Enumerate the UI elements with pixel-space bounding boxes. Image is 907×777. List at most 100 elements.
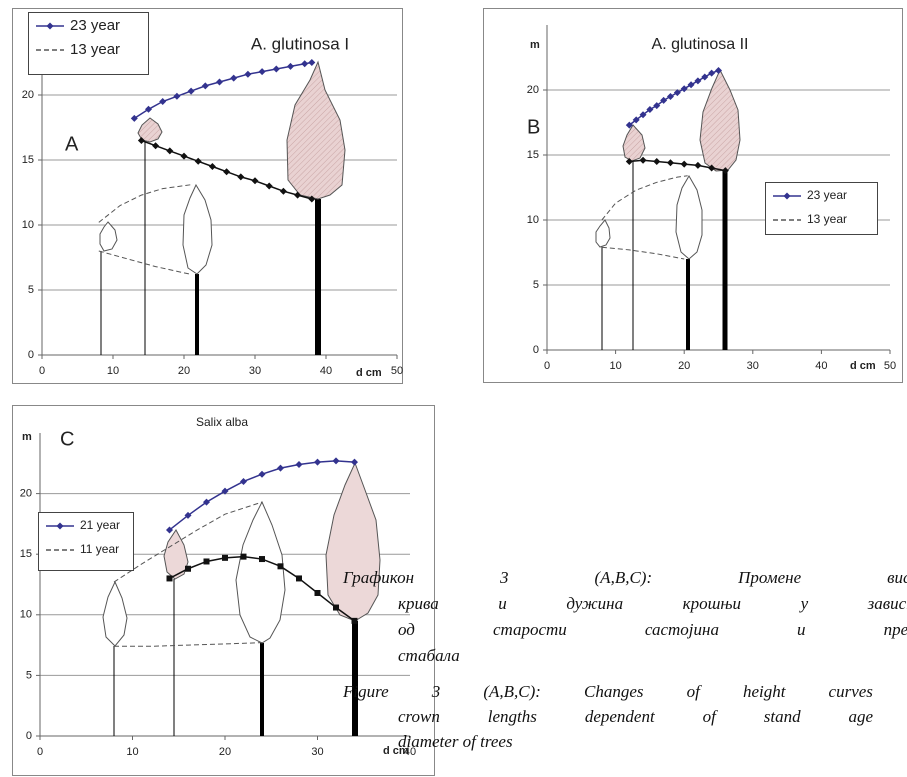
caption-line: crown lengths dependent of stand age an	[398, 707, 907, 726]
crown	[137, 117, 163, 143]
marker	[230, 74, 238, 82]
marker	[308, 59, 316, 66]
legend-label: 13 year	[807, 212, 847, 226]
crown	[182, 183, 213, 275]
marker	[680, 160, 688, 168]
marker	[166, 147, 174, 155]
chart-title: Salix alba	[196, 415, 248, 429]
x-axis-label: d cm	[850, 360, 876, 372]
marker	[203, 498, 210, 506]
y-tick-label: 0	[533, 344, 539, 356]
marker	[294, 191, 302, 199]
y-tick-label: 10	[20, 609, 32, 621]
x-tick-label: 20	[678, 360, 690, 372]
legend-label: 11 year	[80, 542, 119, 556]
chart-title: A. glutinosa I	[251, 34, 349, 53]
crown	[595, 219, 611, 248]
caption-line: Графикон 3 (A,B,C): Промене висинск	[343, 568, 907, 587]
marker	[173, 92, 181, 100]
x-tick-label: 40	[404, 746, 416, 758]
marker	[272, 65, 280, 73]
marker	[222, 554, 228, 561]
marker	[666, 93, 674, 100]
marker	[673, 89, 681, 97]
x-tick-label: 50	[884, 360, 896, 372]
marker	[56, 522, 64, 530]
y-tick-label: 0	[28, 349, 34, 361]
marker	[244, 70, 252, 78]
x-tick-label: 40	[320, 365, 332, 377]
series-line	[114, 642, 263, 647]
caption-line: крива и дужина крошњи у зависност	[398, 594, 907, 613]
series-line	[601, 175, 688, 221]
x-tick-label: 0	[39, 365, 45, 377]
crown	[99, 221, 118, 252]
marker	[639, 111, 647, 119]
stems	[100, 140, 728, 736]
y-tick-label: 5	[26, 669, 32, 681]
marker	[653, 102, 661, 110]
marker	[708, 164, 716, 172]
crown	[675, 175, 703, 260]
marker	[715, 67, 722, 74]
marker	[783, 192, 791, 200]
marker	[314, 458, 321, 466]
chart-title: A. glutinosa II	[652, 36, 749, 53]
y-tick-label: 0	[26, 730, 32, 742]
marker	[632, 116, 640, 124]
marker	[166, 575, 173, 582]
marker	[332, 457, 340, 465]
x-tick-label: 0	[37, 746, 43, 758]
marker	[287, 62, 294, 70]
marker	[308, 195, 316, 203]
legend-label: 21 year	[80, 518, 120, 532]
x-tick-label: 40	[815, 360, 827, 372]
marker	[185, 565, 191, 572]
x-axis-label: d cm	[356, 367, 382, 379]
marker	[259, 556, 265, 563]
marker	[258, 68, 266, 76]
panel-label: C	[60, 428, 74, 450]
marker	[221, 487, 229, 495]
x-tick-label: 20	[219, 746, 231, 758]
legend-box	[38, 512, 134, 571]
marker	[251, 177, 259, 185]
x-tick-label: 20	[178, 365, 190, 377]
x-tick-label: 0	[544, 360, 550, 372]
panel-label: A	[65, 133, 79, 155]
x-tick-label: 10	[126, 746, 138, 758]
crowns	[99, 60, 741, 647]
x-tick-label: 10	[107, 365, 119, 377]
y-tick-label: 10	[527, 214, 539, 226]
y-axis-label: m	[22, 431, 32, 443]
marker	[301, 60, 309, 68]
marker	[237, 173, 245, 181]
marker	[216, 78, 223, 86]
marker	[137, 137, 145, 144]
y-tick-label: 15	[22, 154, 34, 166]
y-tick-label: 15	[527, 149, 539, 161]
marker	[333, 604, 339, 611]
marker	[203, 558, 210, 565]
marker	[223, 168, 231, 176]
legend-label: 23 year	[807, 188, 847, 202]
series-line	[113, 501, 263, 583]
crown	[286, 60, 346, 200]
caption-line: стабала	[398, 646, 460, 665]
marker	[625, 158, 633, 165]
marker	[687, 81, 695, 89]
x-tick-label: 30	[249, 365, 261, 377]
marker	[130, 114, 138, 122]
series-line	[601, 246, 685, 260]
marker	[240, 477, 247, 485]
marker	[152, 142, 160, 150]
y-tick-label: 20	[22, 89, 34, 101]
marker	[208, 163, 216, 170]
y-axis-label: m	[530, 39, 540, 51]
marker	[265, 182, 273, 190]
marker	[184, 511, 192, 519]
marker	[159, 98, 167, 105]
y-tick-label: 10	[22, 219, 34, 231]
